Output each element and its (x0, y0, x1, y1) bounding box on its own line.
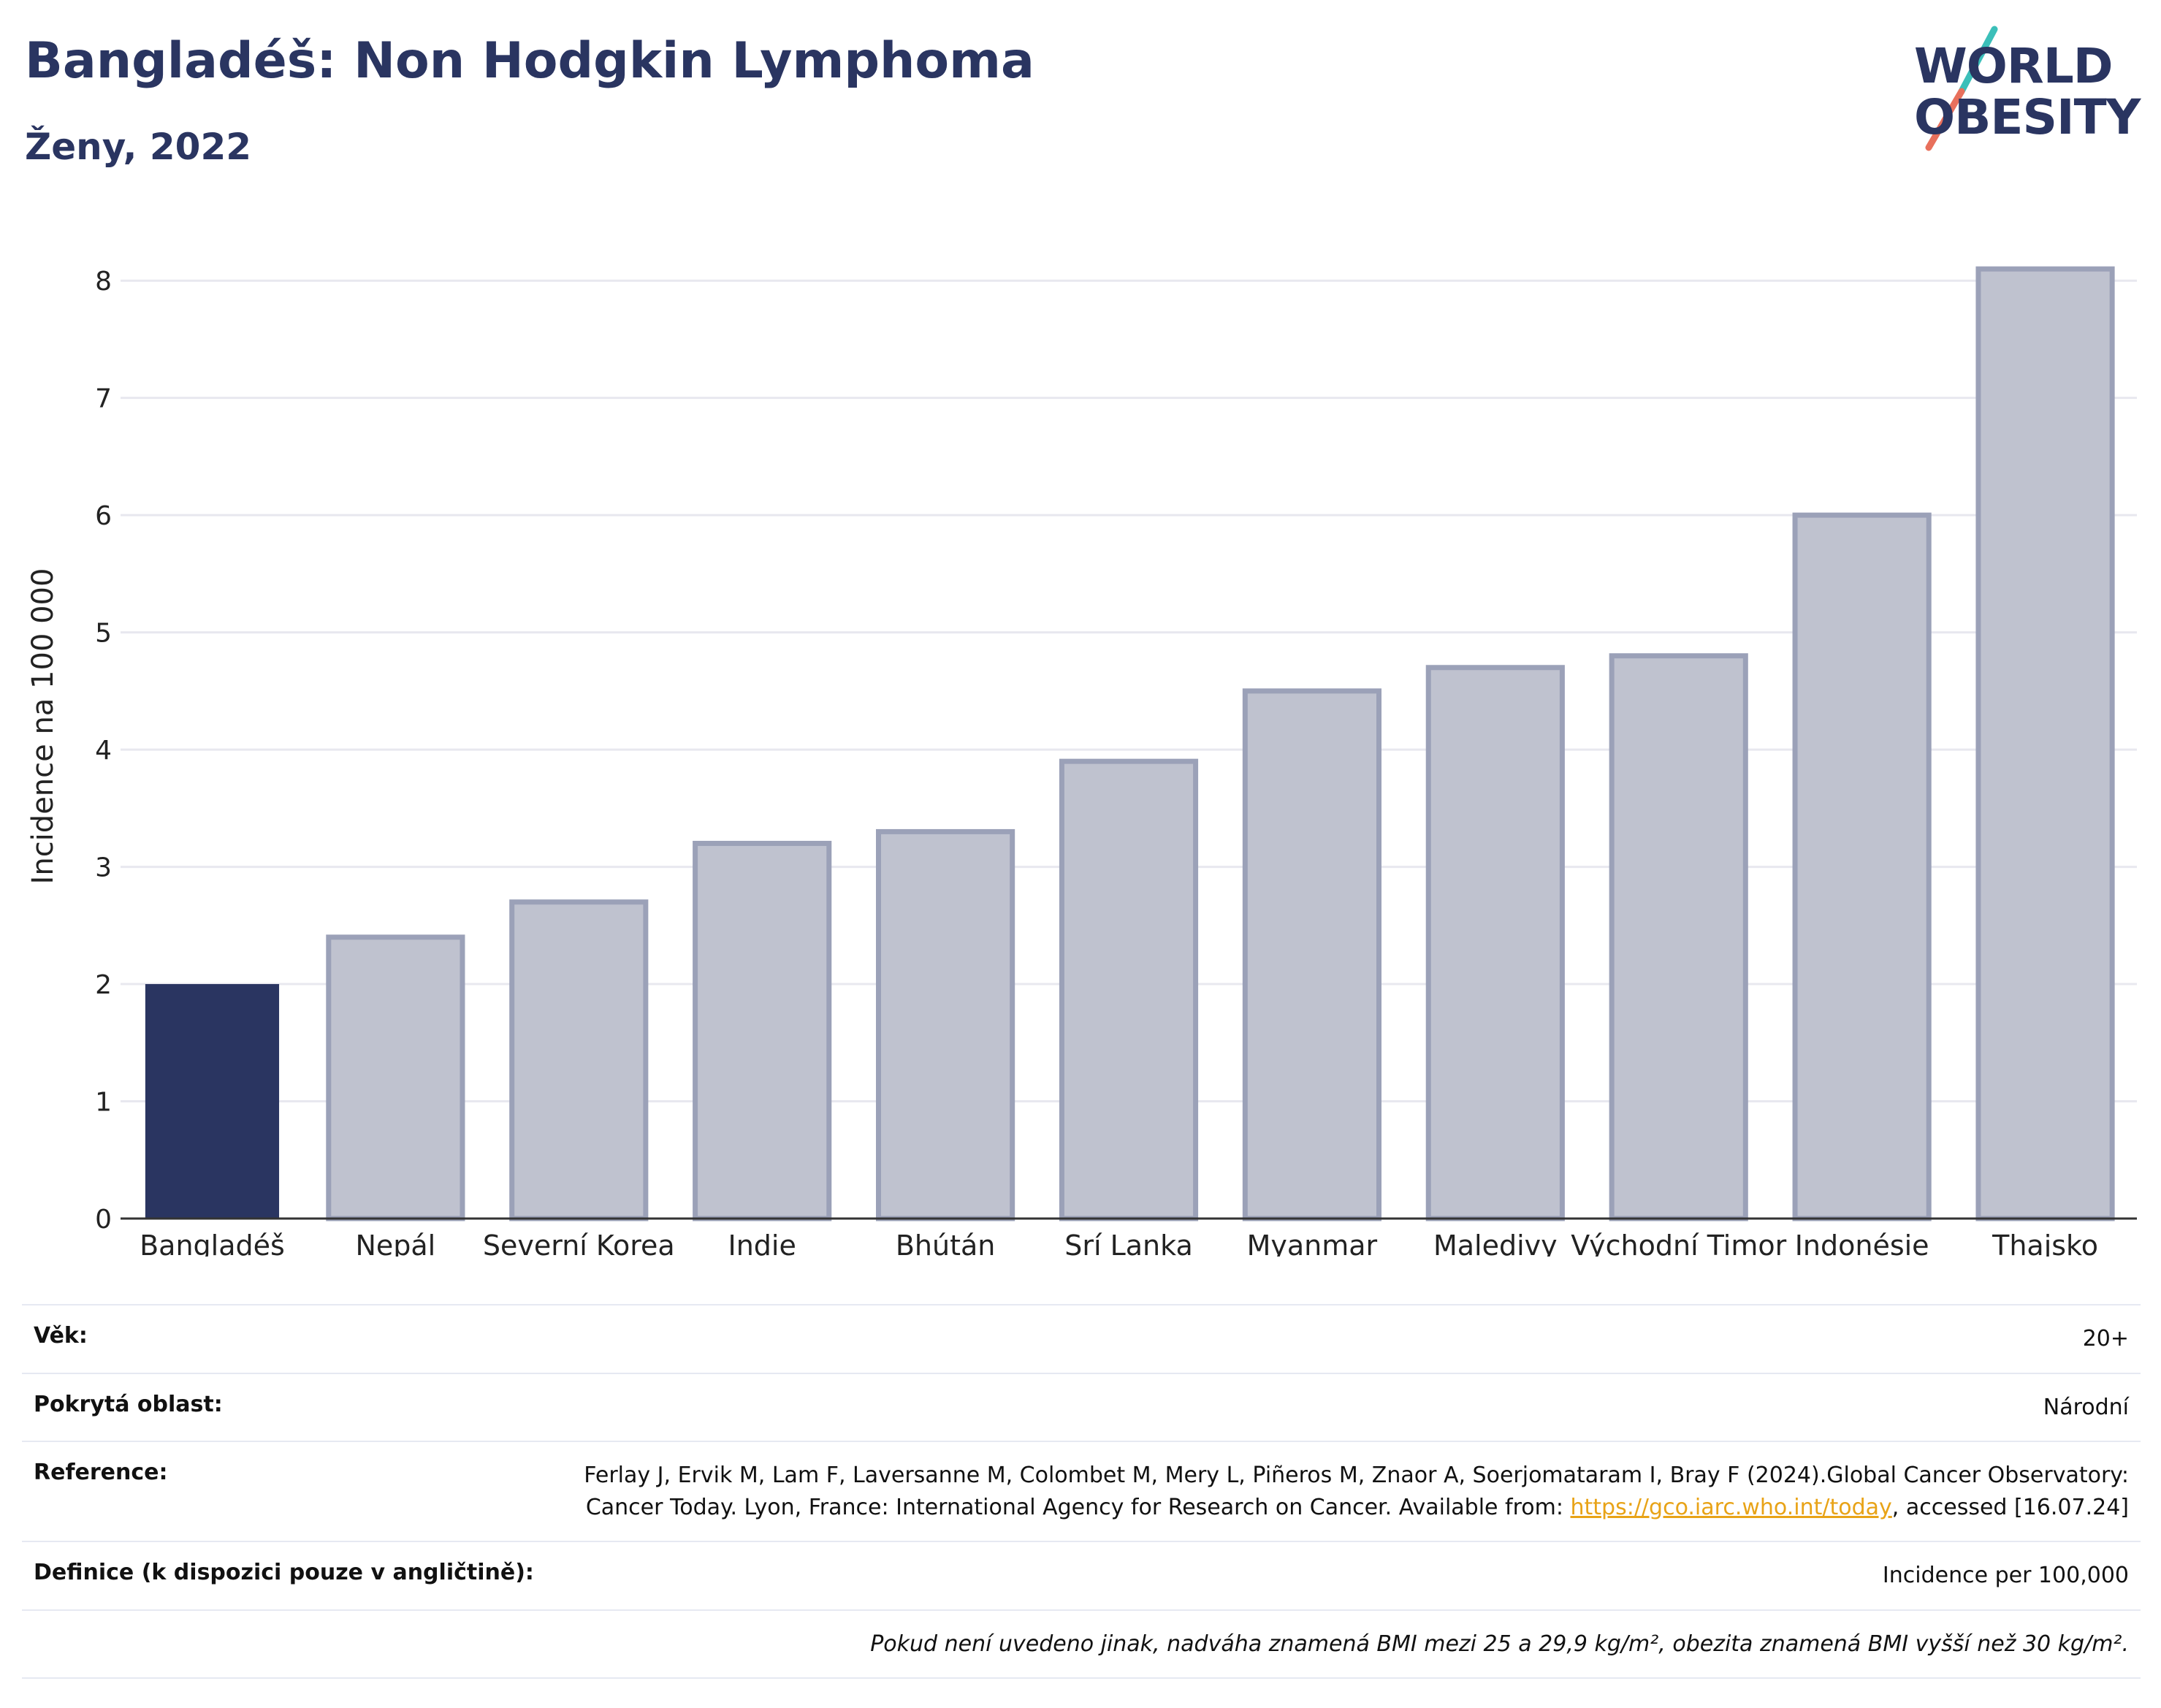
area-value: Národní (2043, 1394, 2129, 1420)
definition-label: Definice (k dispozici pouze v angličtině… (34, 1560, 534, 1585)
x-tick-label: Maledivy (1433, 1229, 1558, 1257)
y-tick-label: 5 (95, 619, 112, 649)
world-obesity-logo: WORLD OBESITY (1899, 22, 2148, 153)
info-row-reference: Reference: Ferlay J, Ervik M, Lam F, Lav… (22, 1441, 2141, 1541)
bar (1242, 688, 1381, 1221)
bar (1975, 266, 2115, 1221)
info-table: Věk: 20+ Pokrytá oblast: Národní Referen… (22, 1304, 2141, 1679)
y-tick-label: 0 (95, 1205, 112, 1235)
info-row-note: Pokud není uvedeno jinak, nadváha znamen… (22, 1609, 2141, 1679)
x-tick-label: Srí Lanka (1064, 1229, 1193, 1257)
info-row-definition: Definice (k dispozici pouze v angličtině… (22, 1541, 2141, 1609)
x-tick-label: Indie (728, 1229, 796, 1257)
bar (1425, 665, 1565, 1221)
reference-accessed: , accessed [16.07.24] (1891, 1494, 2129, 1520)
definition-value: Incidence per 100,000 (1882, 1563, 2129, 1588)
y-axis-label: Incidence na 100 000 (26, 568, 60, 885)
y-tick-label: 4 (95, 736, 112, 766)
y-tick-label: 7 (95, 384, 112, 414)
reference-text: Ferlay J, Ervik M, Lam F, Laversanne M, … (584, 1463, 2129, 1520)
x-tick-label: Thajsko (1992, 1229, 2098, 1257)
logo-slash-icon (1925, 26, 1998, 151)
info-row-area: Pokrytá oblast: Národní (22, 1372, 2141, 1441)
x-tick-label: Nepál (355, 1229, 435, 1257)
x-tick-label: Myanmar (1247, 1229, 1378, 1257)
age-label: Věk: (34, 1323, 88, 1349)
x-tick-label: Severní Korea (483, 1229, 675, 1257)
bar (326, 934, 465, 1221)
x-tick-label: Indonésie (1795, 1229, 1929, 1257)
info-row-age: Věk: 20+ (22, 1304, 2141, 1373)
x-tick-label: Bhútán (896, 1229, 996, 1257)
bar (1792, 512, 1932, 1221)
bar (876, 828, 1015, 1221)
chart-subtitle: Ženy, 2022 (25, 126, 252, 168)
age-value: 20+ (2082, 1326, 2129, 1351)
bmi-note: Pokud není uvedeno jinak, nadváha znamen… (870, 1631, 2129, 1657)
reference-value: Ferlay J, Ervik M, Lam F, Laversanne M, … (558, 1460, 2129, 1523)
bar (1059, 758, 1199, 1221)
logo-text-world: WORLD (1914, 38, 2114, 94)
x-tick-label: Bangladéš (140, 1229, 285, 1257)
reference-label: Reference: (34, 1460, 168, 1485)
bar (509, 899, 649, 1221)
y-tick-label: 1 (95, 1088, 112, 1118)
bar (1609, 653, 1748, 1221)
area-label: Pokrytá oblast: (34, 1391, 223, 1417)
y-tick-label: 2 (95, 970, 112, 1000)
bar (145, 984, 280, 1219)
bar-chart: 0 1 2 3 4 5 6 7 8 Bangladéš Nepál Severní Korea Indi… (26, 266, 2137, 1257)
y-tick-label: 8 (95, 267, 112, 297)
reference-link[interactable]: https://gco.iarc.who.int/today (1570, 1494, 1892, 1520)
y-tick-label: 3 (95, 853, 112, 883)
x-tick-label: Východní Timor (1571, 1229, 1786, 1257)
bar (693, 840, 832, 1221)
logo-text-obesity: OBESITY (1914, 89, 2141, 145)
y-tick-label: 6 (95, 501, 112, 531)
chart-title: Bangladéš: Non Hodgkin Lymphoma (25, 32, 1034, 90)
